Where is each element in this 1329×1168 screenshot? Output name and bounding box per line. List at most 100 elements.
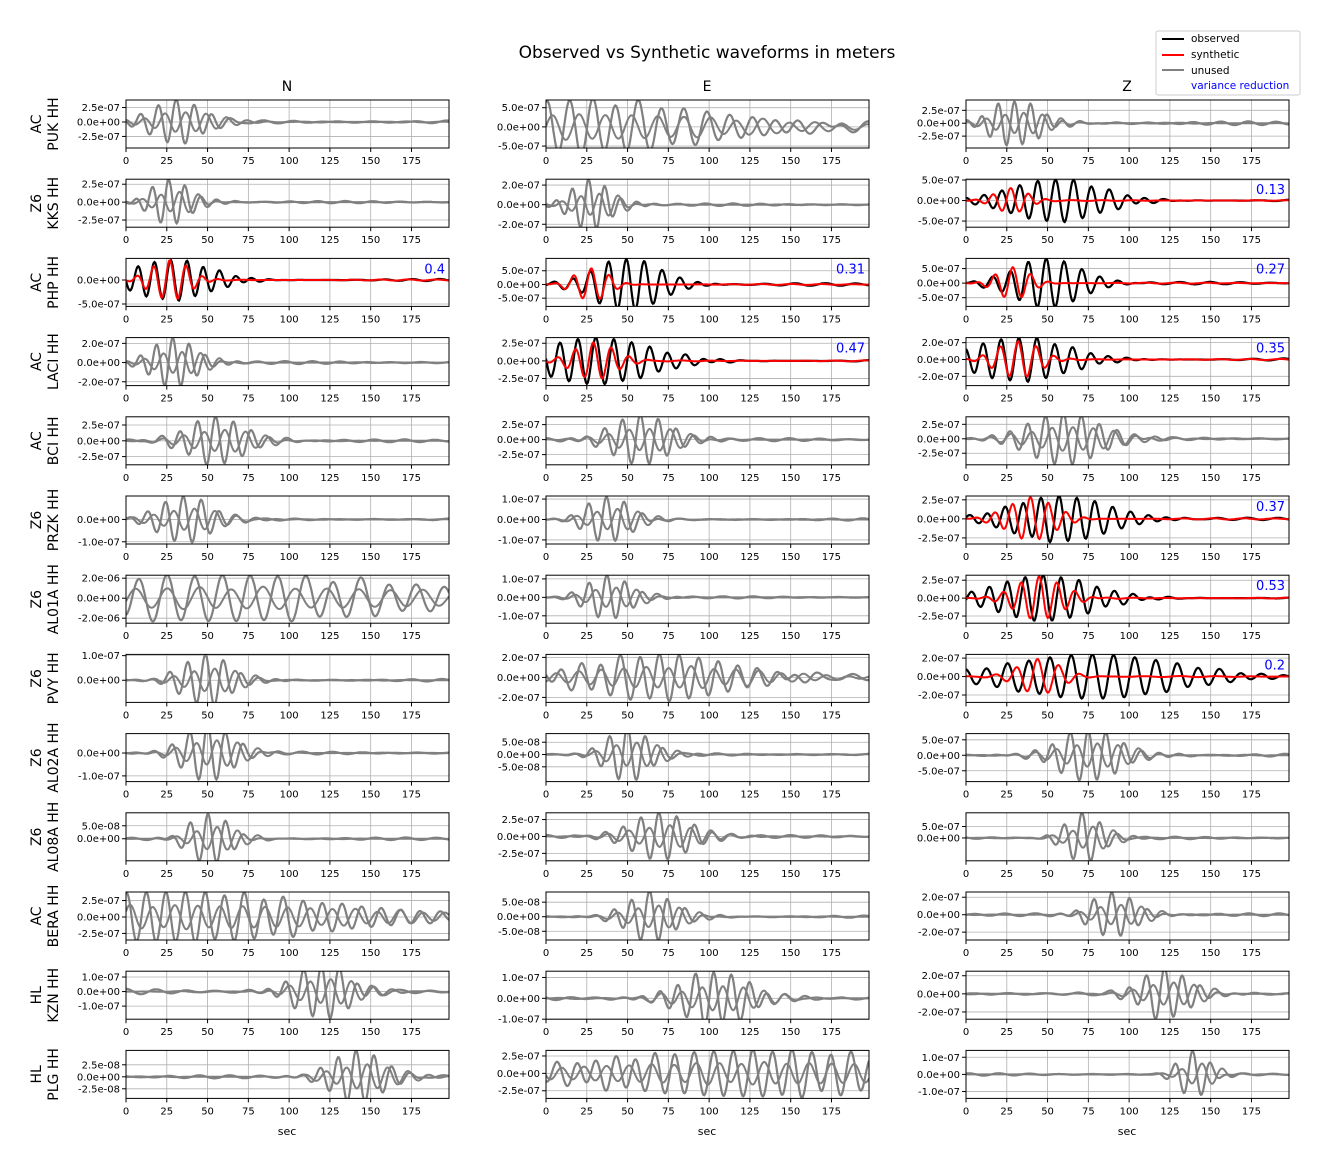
synthetic-trace [546,341,869,380]
unused-trace [126,978,449,1005]
x-tick-label: 175 [822,790,841,801]
x-tick-label: 175 [822,314,841,325]
station-code-label: BERA HH [46,885,62,948]
x-tick-label: 175 [822,156,841,167]
x-tick-label: 50 [621,1027,634,1038]
panel-frame [965,574,1290,624]
x-tick-label: 175 [1242,156,1261,167]
x-tick-label: 100 [280,631,299,642]
x-tick-label: 50 [621,790,634,801]
station-label-group: Z6 PRZK HH [29,489,62,551]
x-tick-label: 0 [123,948,129,959]
y-tick-label: -5.0e-08 [498,762,540,773]
x-tick-label: 25 [580,869,593,880]
x-tick-label: 25 [580,948,593,959]
x-tick-label: 175 [822,1106,841,1117]
x-tick-label: 75 [242,631,255,642]
unused-trace [126,575,449,623]
x-tick-label: 25 [160,948,173,959]
x-tick-label: 150 [781,1027,800,1038]
panel-frame [545,416,870,466]
x-tick-label: 125 [740,948,759,959]
x-tick-label: 50 [1041,235,1054,246]
x-tick-label: 150 [1201,473,1220,484]
x-tick-label: 150 [361,235,380,246]
x-tick-label: 100 [1120,790,1139,801]
y-tick-label: 0.0e+00 [917,196,960,207]
station-code-label: KZN HH [46,968,62,1023]
y-tick-label: 5.0e-07 [502,103,540,114]
x-axis-label-n: sec [278,1125,297,1138]
unused-trace [126,892,449,940]
x-tick-label: 100 [1120,948,1139,959]
variance-reduction-label: 0.35 [1256,342,1285,357]
x-tick-label: 125 [1160,790,1179,801]
x-tick-label: 75 [662,552,675,563]
x-tick-label: 125 [740,790,759,801]
x-tick-label: 25 [1000,790,1013,801]
y-tick-label: 2.0e-07 [922,654,960,665]
y-tick-label: 5.0e-07 [922,176,960,187]
x-tick-label: 150 [781,710,800,721]
y-tick-label: 0.0e+00 [497,515,540,526]
panel-frame [125,733,450,783]
x-tick-label: 100 [280,1106,299,1117]
station-code-label: AL02A HH [46,722,62,792]
panel-frame [545,733,870,783]
x-tick-label: 0 [123,552,129,563]
y-tick-label: 2.5e-07 [82,180,120,191]
x-tick-label: 75 [1082,394,1095,405]
x-tick-label: 25 [160,1027,173,1038]
x-tick-label: 175 [1242,948,1261,959]
legend-frame [1155,30,1301,96]
variance-reduction-label: 0.47 [836,342,865,357]
y-tick-label: 0.0e+00 [497,673,540,684]
x-tick-label: 175 [402,235,421,246]
x-tick-label: 75 [242,869,255,880]
x-tick-label: 175 [1242,631,1261,642]
x-tick-label: 0 [543,235,549,246]
x-tick-label: 125 [1160,869,1179,880]
x-tick-label: 100 [700,869,719,880]
station-label-group: AC PHP HH [29,256,62,309]
x-tick-label: 175 [1242,869,1261,880]
y-tick-label: 2.5e-07 [502,1051,540,1062]
column-title-z: Z [1122,79,1132,95]
x-tick-label: 0 [543,948,549,959]
x-tick-label: 100 [1120,394,1139,405]
y-tick-label: 0.0e+00 [917,594,960,605]
x-tick-label: 100 [700,394,719,405]
unused-trace [546,507,869,531]
x-tick-label: 0 [963,552,969,563]
waveform-panel: 0 25 50 75 100 125 150 175 1.0e-07 0.0e+00 -1.0e-0… [917,1049,1290,1117]
waveform-panel: 0 25 50 75 100 125 150 175 2.5e-07 0.0e+00 -2.5e-0… [77,178,450,246]
waveform-panel: 0 25 50 75 100 125 150 175 5.0e-070.0e+00 [917,812,1290,880]
x-tick-label: 125 [320,552,339,563]
y-tick-label: 2.0e-07 [502,653,540,664]
waveform-panel: 0 25 50 75 100 125 150 175 2.0e-07 0.0e+00 -2.0e-0… [917,891,1290,959]
x-tick-label: 50 [1041,314,1054,325]
x-tick-label: 50 [1041,552,1054,563]
x-tick-label: 0 [543,314,549,325]
station-label-group: Z6 AL02A HH [29,722,62,792]
x-tick-label: 150 [361,869,380,880]
station-network-label: Z6 [29,590,45,609]
x-tick-label: 0 [123,631,129,642]
panel-frame [965,99,1290,149]
x-tick-label: 50 [621,948,634,959]
variance-reduction-label: 0.13 [1256,183,1285,198]
x-tick-label: 125 [740,235,759,246]
x-tick-label: 150 [781,869,800,880]
x-tick-label: 150 [781,473,800,484]
x-tick-label: 75 [662,156,675,167]
station-network-label: Z6 [29,511,45,530]
x-tick-label: 50 [621,314,634,325]
x-tick-label: 150 [781,394,800,405]
x-tick-label: 125 [320,235,339,246]
x-tick-label: 125 [1160,631,1179,642]
x-tick-label: 25 [1000,156,1013,167]
x-tick-label: 175 [822,631,841,642]
x-tick-label: 50 [1041,394,1054,405]
unused-trace [126,667,449,693]
